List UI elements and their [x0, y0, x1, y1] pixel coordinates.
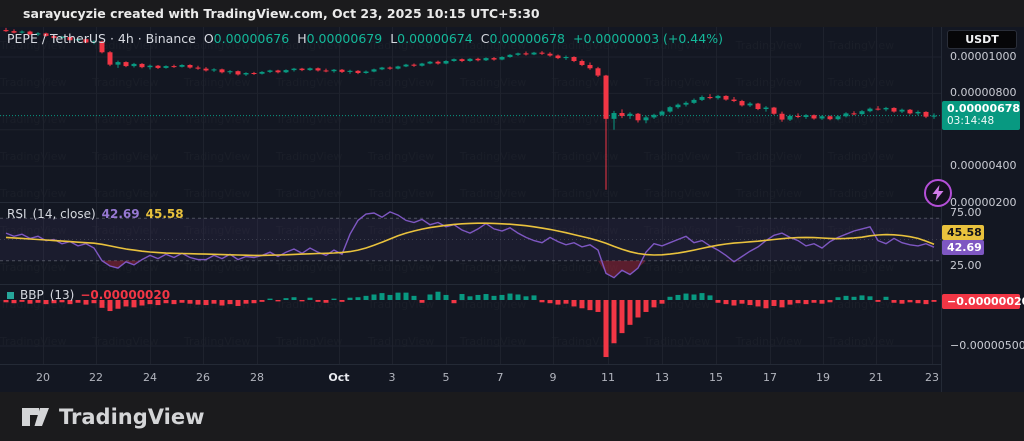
- rsi-ma-value: 45.58: [145, 207, 184, 221]
- scale-tick-label: −0.00000500: [950, 339, 1024, 352]
- time-tick-label: 20: [36, 371, 50, 384]
- time-tick-label: 19: [816, 371, 830, 384]
- scale-tick-label: 0.00000800: [950, 86, 1017, 100]
- rsi-title: RSI: [7, 207, 27, 221]
- time-tick-label: 13: [655, 371, 669, 384]
- main-chart-pane[interactable]: PEPE / TetherUS · 4h · Binance O0.000006…: [0, 27, 941, 202]
- rsi-pane[interactable]: RSI (14, close) 42.69 45.58: [0, 203, 941, 284]
- symbol-legend[interactable]: PEPE / TetherUS · 4h · Binance O0.000006…: [7, 31, 723, 46]
- rsi-legend[interactable]: RSI (14, close) 42.69 45.58: [7, 207, 184, 221]
- scale-tick-label: 0.00000400: [950, 159, 1017, 173]
- lightning-button[interactable]: [924, 179, 952, 207]
- bbp-value-tag: −0.00000020: [942, 294, 1024, 309]
- time-tick-label: Oct: [328, 371, 350, 384]
- bar-countdown: 03:14:48: [947, 115, 995, 127]
- price-scale[interactable]: USDT 0.00000678 03:14:48 45.58 42.69 −0.…: [941, 27, 1024, 392]
- ohlc-high: H0.00000679: [297, 31, 383, 46]
- last-price-tag: 0.00000678 03:14:48: [942, 101, 1020, 130]
- time-tick-label: 24: [143, 371, 157, 384]
- rsi-value: 42.69: [101, 207, 140, 221]
- time-tick-label: 23: [925, 371, 939, 384]
- time-tick-label: 9: [549, 371, 557, 384]
- pane-separator[interactable]: [0, 284, 941, 285]
- ohlc-low: L0.00000674: [390, 31, 473, 46]
- rsi-chart-svg[interactable]: [0, 203, 941, 284]
- scale-tick-label: 25.00: [950, 259, 982, 272]
- time-tick-label: 5: [442, 371, 450, 384]
- bbp-pane[interactable]: BBP (13) −0.00000020: [0, 285, 941, 364]
- tradingview-wordmark: TradingView: [59, 404, 205, 429]
- ohlc-close: C0.00000678: [480, 31, 566, 46]
- bbp-value: −0.00000020: [80, 288, 171, 302]
- time-tick-label: 11: [601, 371, 615, 384]
- tradingview-logo[interactable]: TradingView: [21, 403, 204, 431]
- time-tick-label: 28: [250, 371, 264, 384]
- time-tick-label: 3: [388, 371, 396, 384]
- indicator-bullet-icon: [7, 291, 14, 299]
- symbol-title[interactable]: PEPE / TetherUS · 4h · Binance: [7, 31, 196, 46]
- bbp-chart-svg[interactable]: [0, 285, 941, 364]
- time-tick-label: 22: [89, 371, 103, 384]
- rsi-ma-tag: 45.58: [942, 225, 984, 240]
- pane-separator[interactable]: [0, 202, 941, 203]
- main-chart-svg[interactable]: [0, 27, 941, 202]
- logo-bar: TradingView: [0, 392, 1024, 441]
- scale-tick-label: 0.00001000: [950, 50, 1017, 63]
- price-change: +0.00000003 (+0.44%): [573, 31, 723, 46]
- currency-toggle-usdt[interactable]: USDT: [947, 30, 1017, 49]
- bbp-params: (13): [49, 288, 75, 302]
- last-price-value: 0.00000678: [947, 102, 1021, 115]
- scale-tick-label: 0.00000200: [950, 195, 1017, 209]
- attribution-text: sarayucyzie created with TradingView.com…: [23, 6, 540, 21]
- ohlc-open: O0.00000676: [203, 31, 290, 46]
- plot-column: PEPE / TetherUS · 4h · Binance O0.000006…: [0, 27, 941, 391]
- bbp-legend[interactable]: BBP (13) −0.00000020: [7, 288, 170, 302]
- lightning-bolt-icon: [932, 185, 944, 201]
- tradingview-mark-icon: [22, 407, 49, 426]
- attribution-bar: sarayucyzie created with TradingView.com…: [0, 0, 1024, 27]
- axis-separator: [0, 364, 941, 365]
- rsi-value-tag: 42.69: [942, 240, 984, 255]
- scale-tick-label: 75.00: [950, 206, 982, 219]
- time-axis[interactable]: 20 22 24 26 28 Oct 3 5 7 9 11 13 15 17 19 21 23: [0, 365, 941, 391]
- time-tick-label: 15: [709, 371, 723, 384]
- time-tick-label: 21: [869, 371, 883, 384]
- bbp-title: BBP: [20, 288, 44, 302]
- time-tick-label: 17: [763, 371, 777, 384]
- rsi-params: (14, close): [32, 207, 96, 221]
- time-tick-label: 26: [196, 371, 210, 384]
- time-tick-label: 7: [496, 371, 504, 384]
- chart-area: TradingView TradingView TradingView Trad…: [0, 27, 1024, 392]
